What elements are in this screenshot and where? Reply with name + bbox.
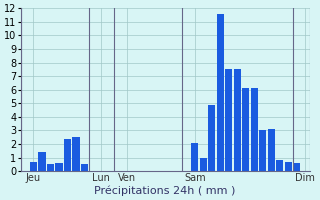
Bar: [81, 164, 88, 171]
X-axis label: Précipitations 24h ( mm ): Précipitations 24h ( mm ): [94, 185, 236, 196]
Bar: [208, 105, 215, 171]
Bar: [242, 88, 249, 171]
Bar: [64, 139, 71, 171]
Bar: [259, 130, 267, 171]
Bar: [285, 162, 292, 171]
Bar: [72, 137, 80, 171]
Bar: [191, 143, 198, 171]
Bar: [38, 152, 45, 171]
Bar: [47, 164, 54, 171]
Bar: [217, 14, 224, 171]
Bar: [251, 88, 258, 171]
Bar: [268, 129, 275, 171]
Bar: [225, 69, 232, 171]
Bar: [234, 69, 241, 171]
Bar: [55, 163, 62, 171]
Bar: [276, 160, 284, 171]
Bar: [293, 163, 300, 171]
Bar: [200, 158, 207, 171]
Bar: [30, 162, 37, 171]
